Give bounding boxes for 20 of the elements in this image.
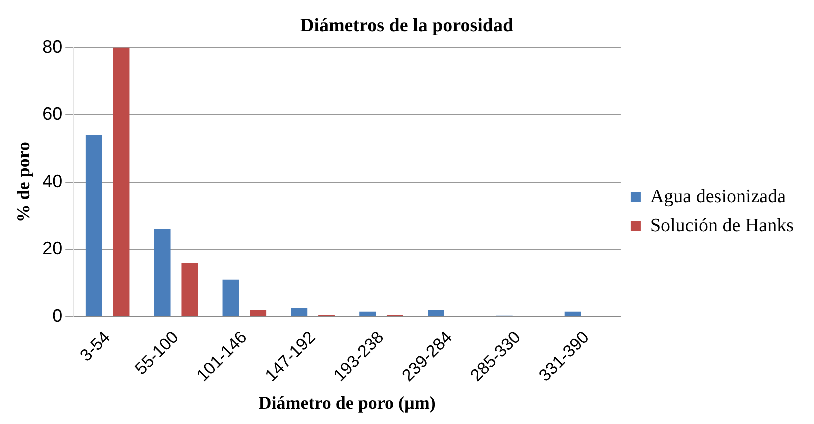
bar	[182, 263, 198, 316]
bar	[291, 308, 308, 316]
x-axis-title: Diámetro de poro (µm)	[258, 392, 436, 413]
y-tick-label: 20	[42, 238, 63, 259]
bar	[250, 310, 267, 316]
bar	[113, 48, 130, 316]
chart-title: Diámetros de la porosidad	[300, 15, 514, 36]
y-axis-title: % de poro	[13, 142, 34, 223]
bar	[86, 135, 102, 316]
legend-label: Solución de Hanks	[650, 215, 794, 236]
bar	[360, 312, 376, 316]
y-tick-label: 60	[42, 104, 63, 124]
y-tick-label: 80	[42, 36, 63, 57]
y-tick-label: 40	[42, 171, 63, 192]
bar	[222, 280, 240, 316]
y-tick-label: 0	[52, 306, 63, 326]
legend-label: Agua desionizada	[650, 186, 787, 208]
bar	[154, 229, 171, 316]
bar	[564, 312, 582, 316]
bar	[428, 310, 444, 316]
